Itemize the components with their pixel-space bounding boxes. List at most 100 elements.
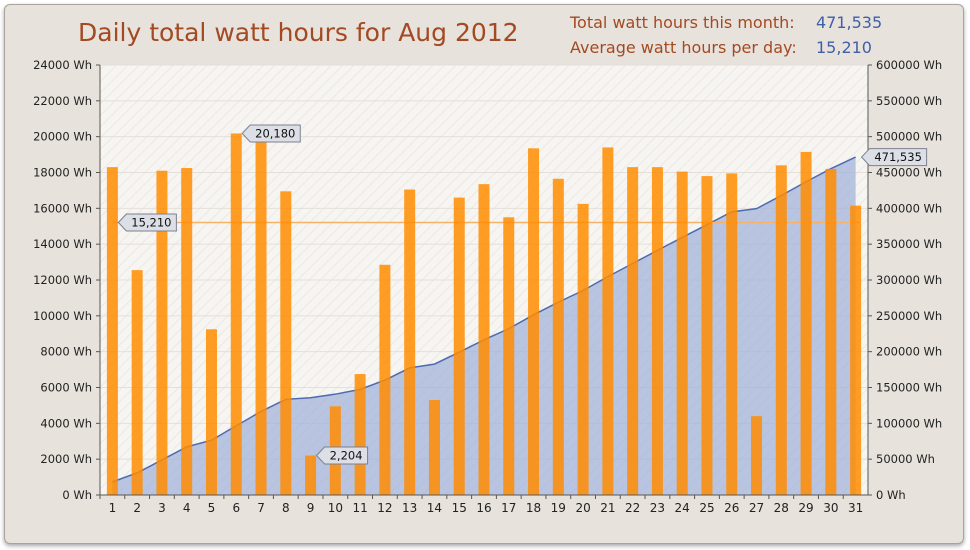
total-watt-hours-value: 471,535	[816, 13, 883, 32]
bar	[354, 374, 366, 495]
x-tick-label: 27	[749, 501, 764, 515]
y-right-tick-label: 600000 Wh	[876, 58, 942, 72]
y-left-tick-label: 24000 Wh	[33, 58, 92, 72]
x-tick-label: 4	[183, 501, 191, 515]
x-tick-label: 16	[476, 501, 491, 515]
bar	[800, 151, 812, 496]
y-right-tick-label: 100000 Wh	[876, 416, 942, 430]
x-tick-label: 5	[208, 501, 216, 515]
x-tick-label: 31	[848, 501, 863, 515]
x-tick-label: 17	[501, 501, 516, 515]
x-tick-label: 23	[650, 501, 665, 515]
bar	[528, 148, 540, 495]
y-left-tick-label: 0 Wh	[62, 488, 92, 502]
y-right-tick-label: 200000 Wh	[876, 345, 942, 359]
bar	[404, 189, 416, 496]
bar	[181, 168, 193, 496]
x-tick-label: 20	[575, 501, 590, 515]
callout-box	[117, 213, 177, 232]
bar	[825, 168, 837, 495]
bar	[280, 191, 292, 495]
bar	[577, 203, 589, 495]
data-label-callout: 15,210	[117, 213, 177, 232]
chart-title: Daily total watt hours for Aug 2012	[78, 18, 519, 47]
average-watt-hours-label: Average watt hours per day:	[570, 38, 797, 57]
y-right-tick-label: 250000 Wh	[876, 309, 942, 323]
x-tick-label: 15	[452, 501, 467, 515]
total-watt-hours-label: Total watt hours this month:	[570, 13, 795, 32]
bar	[602, 147, 614, 495]
data-labels: 20,180 2,204 15,210 471,535	[117, 124, 928, 465]
x-tick-label: 30	[823, 501, 838, 515]
y-right-tick-label: 150000 Wh	[876, 381, 942, 395]
data-label-callout: 471,535	[860, 148, 928, 167]
y-left-tick-label: 18000 Wh	[33, 166, 92, 180]
x-tick-label: 19	[551, 501, 566, 515]
callout-text: 471,535	[874, 150, 922, 164]
data-label-callout: 20,180	[241, 124, 301, 143]
y-right-tick-label: 350000 Wh	[876, 237, 942, 251]
bar	[131, 270, 143, 495]
callout-text: 15,210	[131, 215, 171, 229]
y-left-tick-label: 12000 Wh	[33, 273, 92, 287]
x-tick-label: 7	[257, 501, 265, 515]
daily-bars-series	[106, 133, 862, 496]
y-right-tick-label: 450000 Wh	[876, 166, 942, 180]
y-left-tick-label: 20000 Wh	[33, 130, 92, 144]
x-tick-label: 2	[133, 501, 141, 515]
bar	[627, 167, 639, 495]
y-right-tick-label: 50000 Wh	[876, 452, 935, 466]
callout-box	[241, 124, 301, 143]
x-tick-label: 21	[600, 501, 615, 515]
callout-box	[860, 148, 928, 167]
y-left-tick-label: 16000 Wh	[33, 201, 92, 215]
x-tick-label: 26	[724, 501, 739, 515]
y-left-tick-label: 6000 Wh	[40, 381, 92, 395]
x-tick-label: 6	[232, 501, 240, 515]
bar	[701, 176, 713, 496]
y-right-tick-label: 0 Wh	[876, 488, 906, 502]
x-tick-label: 25	[699, 501, 714, 515]
x-tick-label: 24	[675, 501, 690, 515]
bar	[726, 173, 738, 496]
y-right-tick-label: 400000 Wh	[876, 201, 942, 215]
x-tick-label: 29	[798, 501, 813, 515]
bar	[850, 205, 862, 496]
callout-box	[315, 446, 369, 465]
x-tick-label: 18	[526, 501, 541, 515]
bar	[453, 197, 465, 496]
bar	[379, 264, 391, 495]
y-left-tick-label: 8000 Wh	[40, 345, 92, 359]
data-label-callout: 2,204	[315, 446, 369, 465]
x-tick-label: 11	[352, 501, 367, 515]
bar	[156, 170, 168, 496]
bar	[205, 329, 217, 495]
y-left-tick-label: 22000 Wh	[33, 94, 92, 108]
x-tick-label: 13	[402, 501, 417, 515]
x-tick-label: 12	[377, 501, 392, 515]
bar	[775, 165, 787, 496]
bar	[230, 133, 242, 496]
x-tick-label: 9	[307, 501, 315, 515]
bar	[255, 137, 267, 495]
y-right-tick-label: 300000 Wh	[876, 273, 942, 287]
y-left-tick-label: 10000 Wh	[33, 309, 92, 323]
x-tick-label: 14	[427, 501, 442, 515]
y-right-tick-label: 500000 Wh	[876, 130, 942, 144]
x-tick-label: 1	[109, 501, 117, 515]
callout-text: 20,180	[255, 126, 295, 140]
bar	[305, 455, 317, 495]
bar	[676, 171, 688, 495]
bar	[751, 416, 763, 495]
y-right-tick-label: 550000 Wh	[876, 94, 942, 108]
x-tick-label: 28	[774, 501, 789, 515]
x-tick-label: 22	[625, 501, 640, 515]
callout-text: 2,204	[330, 449, 363, 463]
bar	[651, 167, 663, 495]
bar	[552, 178, 564, 496]
bar	[503, 217, 515, 495]
cumulative-area-fill	[112, 157, 856, 495]
bar	[106, 167, 118, 495]
x-tick-label: 8	[282, 501, 290, 515]
